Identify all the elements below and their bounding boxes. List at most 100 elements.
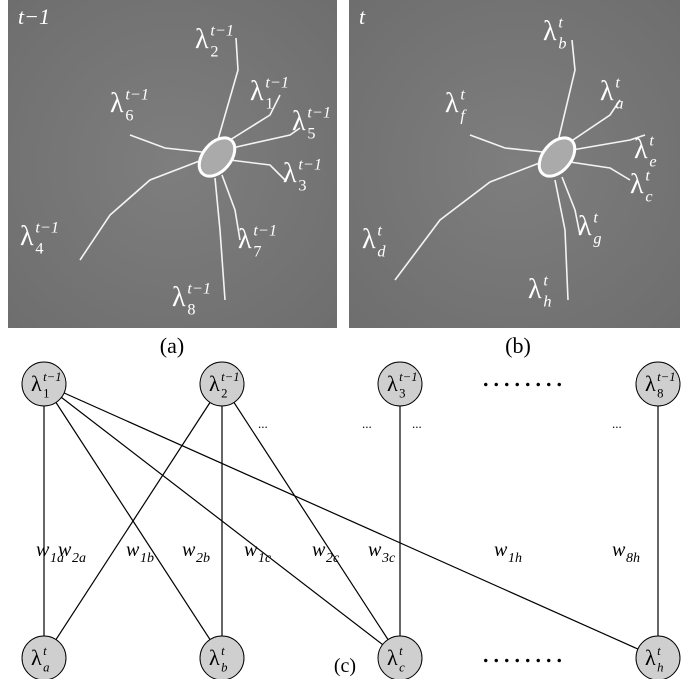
symbol: λ xyxy=(195,24,209,55)
subscript: 1 xyxy=(265,94,273,112)
superscript: t−1 xyxy=(125,85,149,103)
superscript: t xyxy=(460,85,465,103)
symbol: λ xyxy=(283,158,297,189)
ellipsis: ........ xyxy=(482,360,566,393)
superscript: t xyxy=(543,271,548,289)
edge-weight: w xyxy=(36,539,50,561)
edge-weight: w xyxy=(312,539,326,561)
symbol: λ xyxy=(645,371,656,396)
edge-weight-subscript: 1b xyxy=(140,551,154,566)
subscript: 2 xyxy=(210,42,218,60)
subscript: 5 xyxy=(307,124,315,142)
symbol: λ xyxy=(209,371,220,396)
small-ellipsis: ... xyxy=(612,416,622,431)
superscript: t xyxy=(593,208,598,226)
superscript: t xyxy=(645,166,650,184)
superscript: t−1 xyxy=(35,218,59,236)
panel-b-image xyxy=(349,0,680,328)
figure: t−1(a)λt−12λt−11λt−15λt−16λt−13λt−14λt−1… xyxy=(0,0,697,679)
symbol: λ xyxy=(387,371,398,396)
edge-weight: w xyxy=(58,539,72,561)
symbol: λ xyxy=(238,224,252,255)
symbol: λ xyxy=(31,371,42,396)
graph-edges xyxy=(44,384,658,658)
subscript: a xyxy=(43,661,49,675)
subscript: 8 xyxy=(187,300,195,318)
subscript: a xyxy=(615,94,623,112)
panel-caption: (b) xyxy=(505,333,531,358)
symbol: λ xyxy=(20,221,34,252)
superscript: t xyxy=(43,644,47,658)
subscript: 7 xyxy=(253,242,261,260)
edge-weight-subscript: 1h xyxy=(508,551,522,566)
symbol: λ xyxy=(543,16,557,47)
symbol: λ xyxy=(209,645,220,670)
panel-corner-label: t−1 xyxy=(18,4,50,29)
subscript: b xyxy=(221,661,227,675)
subscript: b xyxy=(558,34,566,52)
subscript: h xyxy=(657,661,663,675)
superscript: t xyxy=(558,13,563,31)
symbol: λ xyxy=(362,224,376,255)
subscript: 3 xyxy=(399,387,405,401)
superscript: t−1 xyxy=(43,370,62,384)
edge-weight-subscript: 1c xyxy=(258,551,272,566)
subscript: 2 xyxy=(221,387,227,401)
edge-weight-subscript: 8h xyxy=(626,551,640,566)
symbol: λ xyxy=(634,134,648,165)
subscript: h xyxy=(543,292,551,310)
superscript: t xyxy=(657,644,661,658)
superscript: t−1 xyxy=(265,73,289,91)
symbol: λ xyxy=(600,76,614,107)
superscript: t xyxy=(377,221,382,239)
edge-weight-subscript: 2c xyxy=(326,551,340,566)
symbol: λ xyxy=(445,88,459,119)
superscript: t−1 xyxy=(187,279,211,297)
superscript: t−1 xyxy=(657,370,676,384)
small-ellipsis: ... xyxy=(362,416,372,431)
subscript: c xyxy=(399,661,405,675)
panel-corner-label: t xyxy=(359,4,366,29)
symbol: λ xyxy=(292,106,306,137)
panel-caption: (a) xyxy=(160,333,184,358)
symbol: λ xyxy=(172,282,186,313)
subscript: 3 xyxy=(298,176,306,194)
superscript: t−1 xyxy=(307,103,331,121)
graph-caption: (c) xyxy=(334,655,356,677)
edge-weight: w xyxy=(368,539,382,561)
symbol: λ xyxy=(110,88,124,119)
edge-weight: w xyxy=(182,539,196,561)
subscript: d xyxy=(377,242,386,260)
superscript: t−1 xyxy=(221,370,240,384)
subscript: 1 xyxy=(43,387,49,401)
edge-weight: w xyxy=(494,539,508,561)
edge-weight-subscript: 3c xyxy=(381,551,396,566)
symbol: λ xyxy=(250,76,264,107)
superscript: t−1 xyxy=(399,370,418,384)
subscript: c xyxy=(645,187,653,205)
small-ellipsis: ... xyxy=(412,416,422,431)
small-ellipsis: ... xyxy=(258,416,268,431)
superscript: t−1 xyxy=(298,155,322,173)
symbol: λ xyxy=(578,211,592,242)
superscript: t xyxy=(221,644,225,658)
symbol: λ xyxy=(645,645,656,670)
superscript: t−1 xyxy=(253,221,277,239)
symbol: λ xyxy=(31,645,42,670)
subscript: 6 xyxy=(125,106,133,124)
edge-weight-subscript: 2a xyxy=(72,551,86,566)
edge xyxy=(44,384,658,658)
superscript: t xyxy=(649,131,654,149)
superscript: t xyxy=(615,73,620,91)
symbol: λ xyxy=(528,274,542,305)
superscript: t−1 xyxy=(210,21,234,39)
subscript: 8 xyxy=(657,387,663,401)
edge-weight-subscript: 2b xyxy=(196,551,210,566)
superscript: t xyxy=(399,644,403,658)
edge-weight: w xyxy=(612,539,626,561)
edge xyxy=(222,384,400,658)
edge-weight: w xyxy=(244,539,258,561)
symbol: λ xyxy=(387,645,398,670)
symbol: λ xyxy=(630,169,644,200)
ellipsis: ........ xyxy=(482,636,566,669)
